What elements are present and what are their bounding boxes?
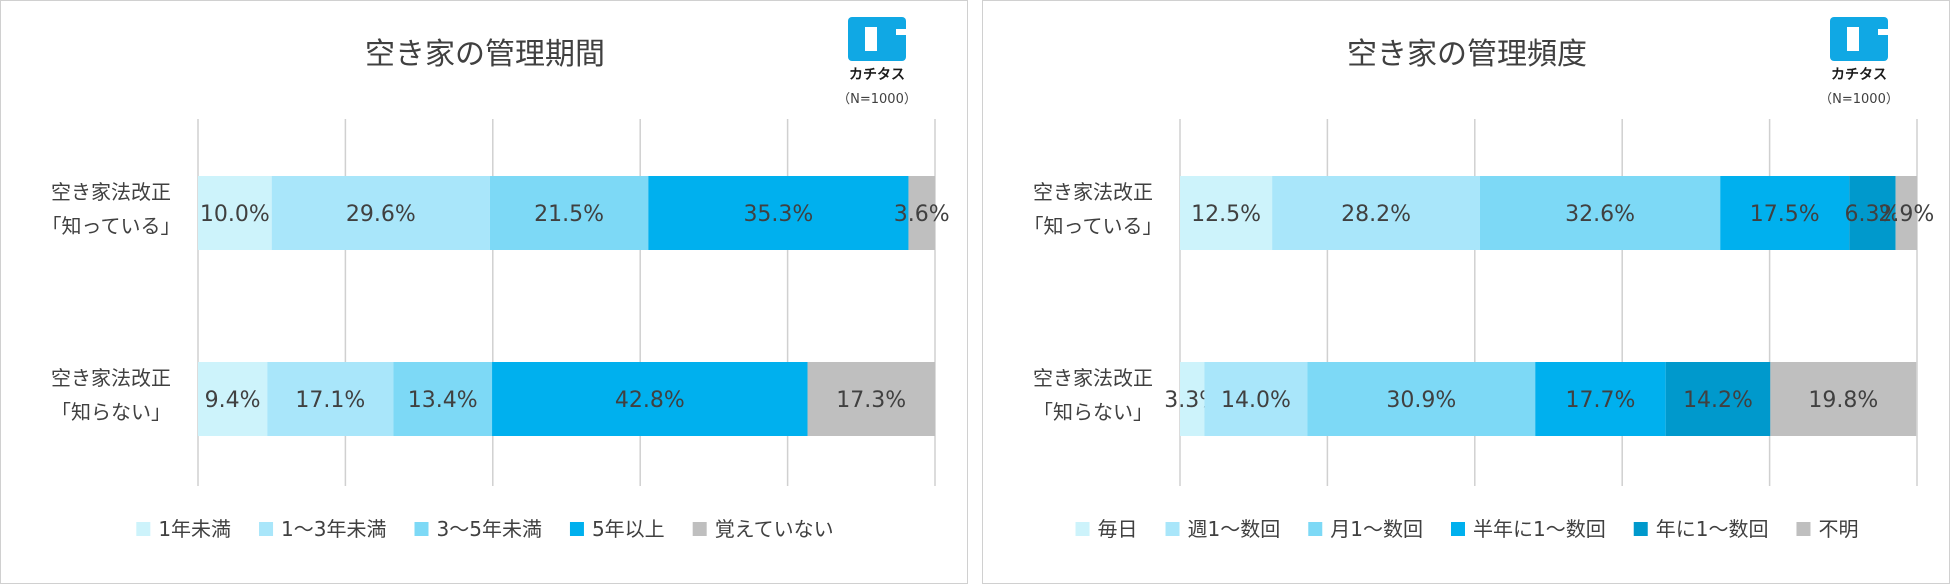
bar-segment <box>489 176 649 250</box>
category-label: 「知っている」 <box>42 214 181 238</box>
legend-label: 3～5年未満 <box>437 517 542 541</box>
chart-panel-management-frequency: 空き家の管理頻度 12.5% 28.2% 32.6% 17.5% 6.3% 2.9% 空き家法… <box>982 0 1950 584</box>
legend: 毎日 週1～数回 月1～数回 半年に1～数回 年に1～数回 不明 <box>1075 517 1858 541</box>
brand-logo-icon <box>1830 17 1888 61</box>
stacked-bar-chart: 空き家の管理頻度 12.5% 28.2% 32.6% 17.5% 6.3%2.9% 空き家法… <box>1024 37 1935 541</box>
bar-segment <box>393 362 493 436</box>
data-label: 42.8% <box>615 388 685 413</box>
legend-swatch <box>259 522 274 536</box>
data-label: 19.8% <box>1808 388 1878 413</box>
bar-segment <box>1535 362 1666 436</box>
legend-label: 毎日 <box>1098 517 1138 541</box>
brand-name: カチタス <box>849 67 905 83</box>
category-label: 空き家法改正 <box>51 180 171 204</box>
bar-segment <box>492 362 808 436</box>
bar-segment <box>807 362 935 436</box>
brand-name: カチタス <box>1831 67 1887 83</box>
brand-logo: カチタス （N=1000） <box>1814 17 1904 107</box>
category-label: 「知らない」 <box>1033 400 1153 424</box>
bar-segment <box>1895 176 1917 250</box>
legend-label: 1年未満 <box>158 517 231 541</box>
data-label: 32.6% <box>1565 202 1635 227</box>
legend-label: 年に1～数回 <box>1656 517 1769 541</box>
bar-segment <box>648 176 909 250</box>
data-label: 17.5% <box>1750 202 1820 227</box>
bar-segment <box>1720 176 1850 250</box>
data-label: 35.3% <box>743 202 813 227</box>
category-label: 空き家法改正 <box>51 366 171 390</box>
bar-segment <box>271 176 490 250</box>
data-label: 17.1% <box>295 388 365 413</box>
legend-swatch <box>1451 522 1465 536</box>
legend-label: 不明 <box>1818 517 1858 541</box>
legend-swatch <box>692 522 707 536</box>
sample-size-note: （N=1000） <box>837 92 917 107</box>
data-label: 13.4% <box>408 388 478 413</box>
bar-segment <box>1204 362 1308 436</box>
legend: 1年未満 1～3年未満 3～5年未満 5年以上 覚えていない <box>136 517 834 541</box>
legend-swatch <box>136 522 151 536</box>
category-label: 空き家法改正 <box>1033 180 1153 204</box>
stacked-bar-chart: 空き家の管理期間 10.0% 29.6% 21.5% 35.3% 3.6% 空き家法改正「知… <box>42 37 950 541</box>
data-label: 28.2% <box>1341 202 1411 227</box>
legend-label: 月1～数回 <box>1330 517 1423 541</box>
data-label: 14.0% <box>1221 388 1291 413</box>
bar-segment <box>908 176 935 250</box>
legend-label: 5年以上 <box>592 517 665 541</box>
legend-swatch <box>1308 522 1323 536</box>
legend-label: 覚えていない <box>715 517 834 541</box>
bar-segment <box>198 176 272 250</box>
legend-swatch <box>569 522 584 536</box>
data-label: 12.5% <box>1191 202 1261 227</box>
chart-panel-management-period: 空き家の管理期間 10.0% 29.6% 21.5% 35.3% 3.6% 空き家法改正 「知… <box>0 0 968 584</box>
data-label: 29.6% <box>346 202 416 227</box>
bar-segment <box>198 362 268 436</box>
bar-segment <box>1272 176 1480 250</box>
chart-title: 空き家の管理期間 <box>365 37 605 72</box>
data-label: 2.9% <box>1878 202 1934 227</box>
data-label: 6.3% <box>1844 202 1900 227</box>
bar-segment <box>267 362 394 436</box>
category-label: 「知らない」 <box>51 400 171 424</box>
legend-swatch <box>1633 522 1648 536</box>
bar-segment <box>1307 362 1536 436</box>
legend-swatch <box>1075 522 1090 536</box>
legend-swatch <box>414 522 429 536</box>
legend-label: 半年に1～数回 <box>1473 517 1606 541</box>
legend-label: 週1～数回 <box>1188 517 1281 541</box>
legend-swatch <box>1796 522 1811 536</box>
bar-segment <box>1479 176 1721 250</box>
bar-segment <box>1180 362 1205 436</box>
data-label: 17.7% <box>1566 388 1636 413</box>
bar-segment <box>1770 362 1917 436</box>
legend-label: 1～3年未満 <box>281 517 386 541</box>
bar-segment <box>1665 362 1771 436</box>
data-label: 21.5% <box>534 202 604 227</box>
brand-logo-icon <box>848 17 906 61</box>
legend-swatch <box>1165 522 1180 536</box>
brand-logo: カチタス （N=1000） <box>832 17 922 107</box>
chart-title: 空き家の管理頻度 <box>1347 37 1587 72</box>
data-label: 3.6% <box>894 202 950 227</box>
data-label: 30.9% <box>1386 388 1456 413</box>
bar-segment <box>1180 176 1273 250</box>
data-label: 17.3% <box>836 388 906 413</box>
category-label: 空き家法改正 <box>1033 366 1153 390</box>
category-label: 「知っている」 <box>1024 214 1163 238</box>
data-label: 9.4% <box>205 388 261 413</box>
sample-size-note: （N=1000） <box>1819 92 1899 107</box>
data-label: 10.0% <box>200 202 270 227</box>
bar-segment <box>1849 176 1896 250</box>
data-label: 14.2% <box>1683 388 1753 413</box>
